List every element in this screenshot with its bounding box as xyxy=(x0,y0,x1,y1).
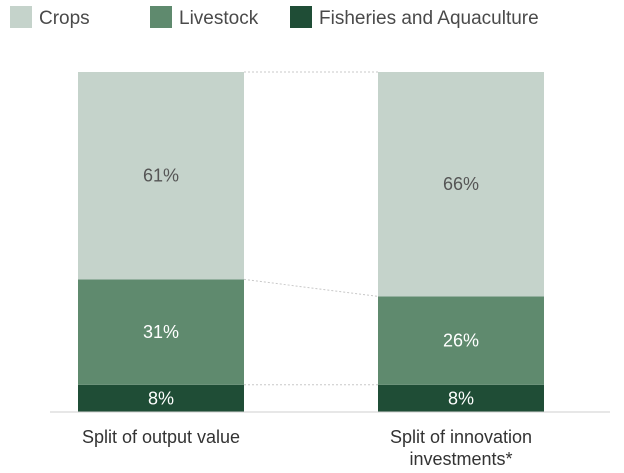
data-label-fisheries-and-aquaculture-1: 8% xyxy=(148,388,174,408)
bar-segment-crops-2 xyxy=(378,72,544,297)
bar-segment-livestock-2 xyxy=(378,296,544,385)
bar-segment-fisheries-and-aquaculture-2 xyxy=(378,384,544,412)
category-label-1: Split of output value xyxy=(82,427,240,447)
bars: 8% 31% 61% 8% 26% 66% xyxy=(78,72,544,412)
legend-label-fisheries-and-aquaculture: Fisheries and Aquaculture xyxy=(319,8,539,29)
category-labels: Split of output value Split of innovation… xyxy=(82,427,532,469)
connector-line-2 xyxy=(243,278,379,297)
bar-segment-crops-1 xyxy=(78,72,244,280)
legend: Crops Livestock Fisheries and Aquaculture xyxy=(10,6,539,29)
data-label-livestock-2: 26% xyxy=(443,331,479,351)
legend-label-crops: Crops xyxy=(39,8,90,29)
legend-label-livestock: Livestock xyxy=(179,8,259,29)
category-label-2: Split of innovation investments* xyxy=(390,427,532,469)
data-label-crops-1: 61% xyxy=(143,166,179,186)
data-label-livestock-1: 31% xyxy=(143,322,179,342)
bar-segment-livestock-1 xyxy=(78,279,244,385)
legend-swatch-livestock xyxy=(150,6,172,28)
data-label-crops-2: 66% xyxy=(443,174,479,194)
connector-lines xyxy=(243,71,379,386)
bar-segment-fisheries-and-aquaculture-1 xyxy=(78,384,244,412)
legend-swatch-fisheries-and-aquaculture xyxy=(290,6,312,28)
data-label-fisheries-and-aquaculture-2: 8% xyxy=(448,388,474,408)
legend-swatch-crops xyxy=(10,6,32,28)
